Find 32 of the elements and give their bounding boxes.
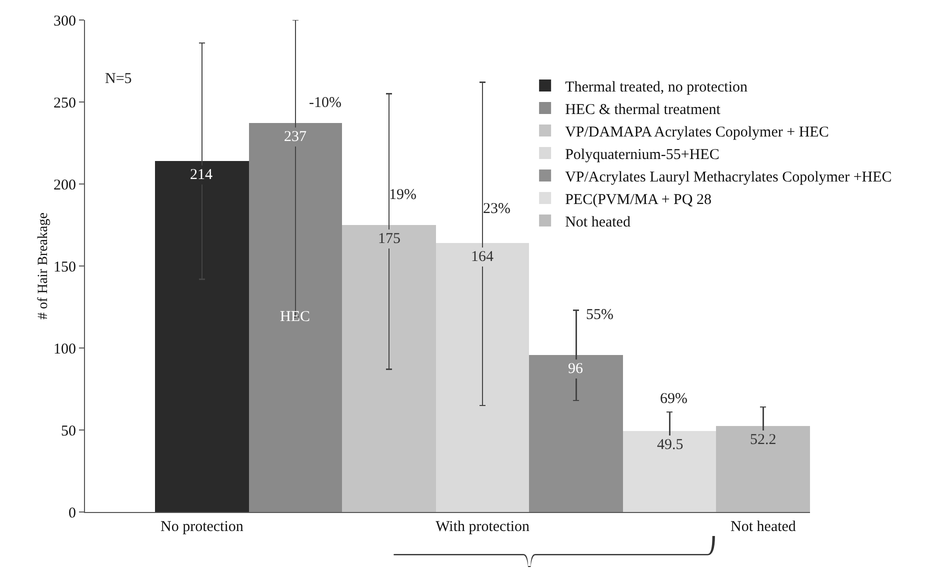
y-axis-title: # of Hair Breakage (36, 212, 51, 320)
y-tick-label: 200 (54, 177, 76, 194)
annotation: 69% (660, 391, 688, 407)
annotation: -10% (309, 95, 342, 111)
legend-label: VP/Acrylates Lauryl Methacrylates Copolymer +HEC (565, 169, 892, 186)
annotation: 23% (483, 201, 510, 217)
y-tick-label: 250 (54, 95, 76, 112)
x-tick-label: No protection (160, 519, 244, 535)
x-tick-label: Not heated (730, 519, 796, 535)
legend-label: Not heated (565, 214, 631, 230)
y-tick-label: 150 (54, 259, 76, 276)
data-label: 164 (471, 249, 494, 265)
annotation: 55% (586, 307, 614, 323)
y-tick-label: 100 (54, 341, 76, 358)
annotation: 19% (389, 187, 416, 203)
data-label: 96 (568, 361, 584, 377)
legend-label: Polyquaternium-55+HEC (565, 146, 720, 163)
y-tick-label: 0 (68, 505, 76, 522)
legend-label: Thermal treated, no protection (565, 79, 748, 96)
data-label: 52.2 (750, 432, 776, 448)
annotation: N=5 (105, 71, 132, 87)
x-tick-label: With protection (436, 519, 530, 535)
data-label: 237 (284, 129, 307, 145)
data-label: 214 (190, 167, 213, 183)
y-tick-label: 300 (54, 13, 76, 30)
data-label: 175 (378, 231, 400, 247)
legend-label: HEC & thermal treatment (565, 102, 722, 118)
annotation: HEC (280, 309, 310, 325)
data-label: 49.5 (657, 437, 684, 453)
legend-label: VP/DAMAPA Acrylates Copolymer + HEC (565, 124, 829, 140)
y-tick-label: 50 (61, 423, 76, 440)
legend-label: PEC(PVM/MA + PQ 28 (565, 192, 712, 208)
